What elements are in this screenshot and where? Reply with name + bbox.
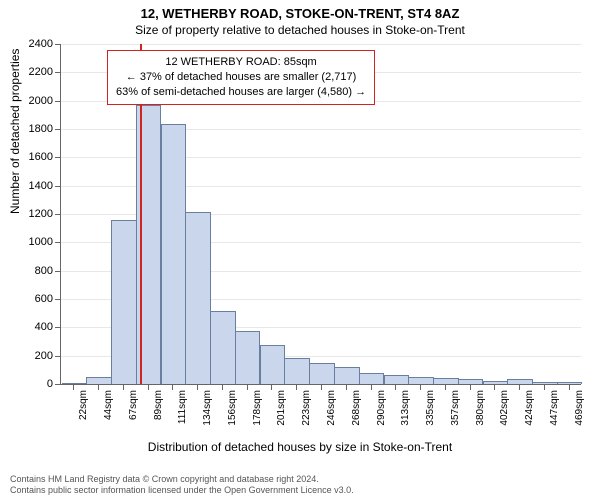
x-tick <box>296 384 297 390</box>
x-tick-label: 156sqm <box>227 390 238 426</box>
histogram-bar <box>235 331 261 384</box>
x-tick <box>148 384 149 390</box>
x-tick <box>123 384 124 390</box>
y-tick-label: 200 <box>35 350 53 362</box>
x-tick-label: 223sqm <box>301 390 312 426</box>
x-tick-label: 134sqm <box>202 390 213 426</box>
info-box: 12 WETHERBY ROAD: 85sqm ← 37% of detache… <box>107 50 375 105</box>
histogram-bar <box>210 311 236 384</box>
footer-line-2: Contains public sector information licen… <box>10 485 590 496</box>
histogram-bar <box>260 345 286 384</box>
chart-subtitle: Size of property relative to detached ho… <box>0 21 600 37</box>
x-tick <box>569 384 570 390</box>
plot-area: 0200400600800100012001400160018002000220… <box>60 44 581 385</box>
x-tick-label: 424sqm <box>524 390 535 426</box>
x-tick-label: 67sqm <box>128 390 139 420</box>
x-tick-label: 22sqm <box>78 390 89 420</box>
y-tick-label: 400 <box>35 321 53 333</box>
x-tick-label: 89sqm <box>153 390 164 420</box>
x-tick <box>346 384 347 390</box>
x-tick <box>494 384 495 390</box>
x-tick <box>321 384 322 390</box>
x-tick-label: 44sqm <box>103 390 114 420</box>
x-tick <box>73 384 74 390</box>
x-tick-label: 111sqm <box>177 390 188 424</box>
y-tick-label: 1800 <box>29 123 53 135</box>
chart-title: 12, WETHERBY ROAD, STOKE-ON-TRENT, ST4 8… <box>0 0 600 21</box>
x-tick-label: 335sqm <box>425 390 436 426</box>
y-tick <box>55 101 61 102</box>
histogram-bar <box>408 377 434 384</box>
x-tick-label: 201sqm <box>276 390 287 426</box>
y-tick-label: 2400 <box>29 38 53 50</box>
y-tick <box>55 299 61 300</box>
x-tick-label: 357sqm <box>450 390 461 426</box>
histogram-bar <box>86 377 112 384</box>
histogram-bar <box>111 220 137 384</box>
y-tick <box>55 186 61 187</box>
histogram-bar <box>433 378 459 384</box>
x-tick <box>445 384 446 390</box>
x-tick <box>470 384 471 390</box>
y-tick-label: 1200 <box>29 208 53 220</box>
x-tick <box>98 384 99 390</box>
histogram-bar <box>185 212 211 384</box>
y-tick <box>55 356 61 357</box>
histogram-bar <box>284 358 310 385</box>
info-line-3: 63% of semi-detached houses are larger (… <box>116 85 366 100</box>
x-tick-label: 447sqm <box>549 390 560 426</box>
x-tick-label: 246sqm <box>326 390 337 426</box>
histogram-bar <box>161 124 187 384</box>
histogram-bar <box>334 367 360 384</box>
footer-line-1: Contains HM Land Registry data © Crown c… <box>10 474 590 485</box>
y-tick <box>55 129 61 130</box>
x-tick-label: 313sqm <box>400 390 411 426</box>
y-tick-label: 2000 <box>29 95 53 107</box>
y-axis-label: Number of detached properties <box>8 49 22 214</box>
x-tick <box>197 384 198 390</box>
y-tick <box>55 384 61 385</box>
footer-attribution: Contains HM Land Registry data © Crown c… <box>10 474 590 497</box>
y-tick-label: 1000 <box>29 236 53 248</box>
histogram-bar <box>309 363 335 384</box>
x-tick <box>420 384 421 390</box>
y-tick <box>55 242 61 243</box>
y-tick <box>55 214 61 215</box>
y-tick-label: 0 <box>47 378 53 390</box>
x-tick <box>172 384 173 390</box>
x-tick <box>247 384 248 390</box>
y-tick <box>55 327 61 328</box>
y-tick <box>55 157 61 158</box>
y-tick-label: 800 <box>35 265 53 277</box>
y-tick-label: 2200 <box>29 66 53 78</box>
gridline <box>61 44 581 45</box>
x-axis-label: Distribution of detached houses by size … <box>0 440 600 454</box>
x-tick <box>271 384 272 390</box>
info-line-2: ← 37% of detached houses are smaller (2,… <box>116 70 366 85</box>
y-tick <box>55 44 61 45</box>
x-tick-label: 402sqm <box>499 390 510 426</box>
x-tick <box>222 384 223 390</box>
chart-container: 12, WETHERBY ROAD, STOKE-ON-TRENT, ST4 8… <box>0 0 600 500</box>
info-line-1: 12 WETHERBY ROAD: 85sqm <box>116 55 366 70</box>
x-tick-label: 268sqm <box>351 390 362 426</box>
x-tick-label: 469sqm <box>574 390 585 426</box>
x-tick-label: 380sqm <box>475 390 486 426</box>
x-tick-label: 178sqm <box>252 390 263 426</box>
histogram-bar <box>532 382 558 384</box>
y-tick <box>55 72 61 73</box>
y-tick-label: 1400 <box>29 180 53 192</box>
y-tick-label: 600 <box>35 293 53 305</box>
x-tick <box>519 384 520 390</box>
x-tick <box>395 384 396 390</box>
histogram-bar <box>359 373 385 384</box>
x-tick-label: 290sqm <box>376 390 387 426</box>
x-tick <box>371 384 372 390</box>
x-tick <box>544 384 545 390</box>
histogram-bar <box>384 375 410 384</box>
y-tick-label: 1600 <box>29 151 53 163</box>
y-tick <box>55 271 61 272</box>
